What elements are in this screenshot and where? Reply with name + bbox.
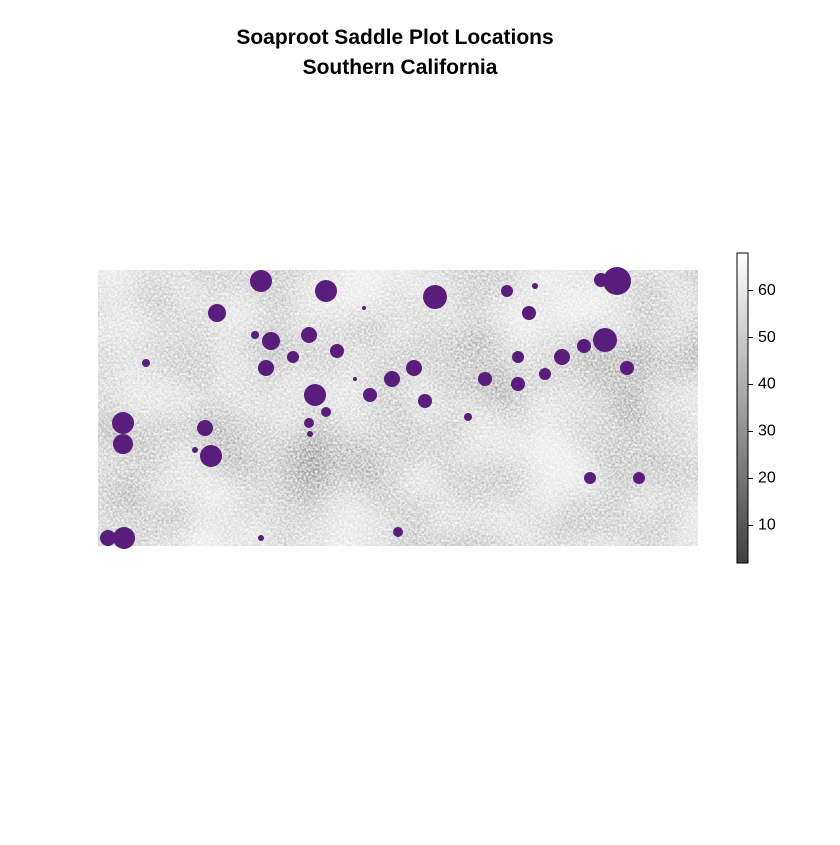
plot-point xyxy=(522,306,536,320)
plot-point xyxy=(192,447,198,453)
plot-point xyxy=(307,431,313,437)
plot-point xyxy=(250,270,272,292)
plot-point xyxy=(100,530,116,546)
plot-point xyxy=(418,394,432,408)
plot-point xyxy=(423,285,447,309)
plot-point xyxy=(384,371,400,387)
plot-point xyxy=(258,360,274,376)
plot-point xyxy=(464,413,472,421)
plot-point xyxy=(304,384,326,406)
plot-point xyxy=(112,412,134,434)
plot-point xyxy=(262,332,280,350)
plot-point xyxy=(593,328,617,352)
plot-point xyxy=(478,372,492,386)
plot-point xyxy=(363,388,377,402)
colorbar-tick-label: 20 xyxy=(758,470,776,487)
plot-point xyxy=(603,267,631,295)
plot-point xyxy=(251,331,259,339)
plot-point xyxy=(304,418,314,428)
plot-point xyxy=(208,304,226,322)
colorbar-tick-label: 60 xyxy=(758,282,776,299)
plot-point xyxy=(406,360,422,376)
plot-point xyxy=(362,306,366,310)
plot-points xyxy=(100,267,645,549)
plot-point xyxy=(554,349,570,365)
plot-point xyxy=(321,407,331,417)
colorbar xyxy=(736,252,749,564)
plot-point xyxy=(501,285,513,297)
plot-point xyxy=(393,527,403,537)
plot-point xyxy=(633,472,645,484)
plot-point xyxy=(197,420,213,436)
colorbar-tick-label: 40 xyxy=(758,376,776,393)
colorbar-tick-label: 50 xyxy=(758,329,776,346)
plot-point xyxy=(539,368,551,380)
plot-point xyxy=(532,283,538,289)
plot-point xyxy=(584,472,596,484)
plot-point xyxy=(142,359,150,367)
plot-point xyxy=(200,445,222,467)
plot-point xyxy=(620,361,634,375)
plot-point xyxy=(301,327,317,343)
plot-point xyxy=(113,434,133,454)
raster xyxy=(98,270,698,546)
plot-point xyxy=(113,527,135,549)
plot-point xyxy=(512,351,524,363)
plot-point xyxy=(287,351,299,363)
colorbar-ticks: 10 20 30 40 50 60 xyxy=(748,282,776,534)
colorbar-tick-label: 30 xyxy=(758,423,776,440)
colorbar-tick-label: 10 xyxy=(758,517,776,534)
plot-point xyxy=(258,535,264,541)
chart-subtitle: Southern California xyxy=(303,56,498,79)
plot-point xyxy=(330,344,344,358)
plot-point xyxy=(353,377,357,381)
plot-point xyxy=(577,339,591,353)
plot-point xyxy=(511,377,525,391)
chart-title: Soaproot Saddle Plot Locations xyxy=(236,26,553,49)
plot-point xyxy=(315,280,337,302)
